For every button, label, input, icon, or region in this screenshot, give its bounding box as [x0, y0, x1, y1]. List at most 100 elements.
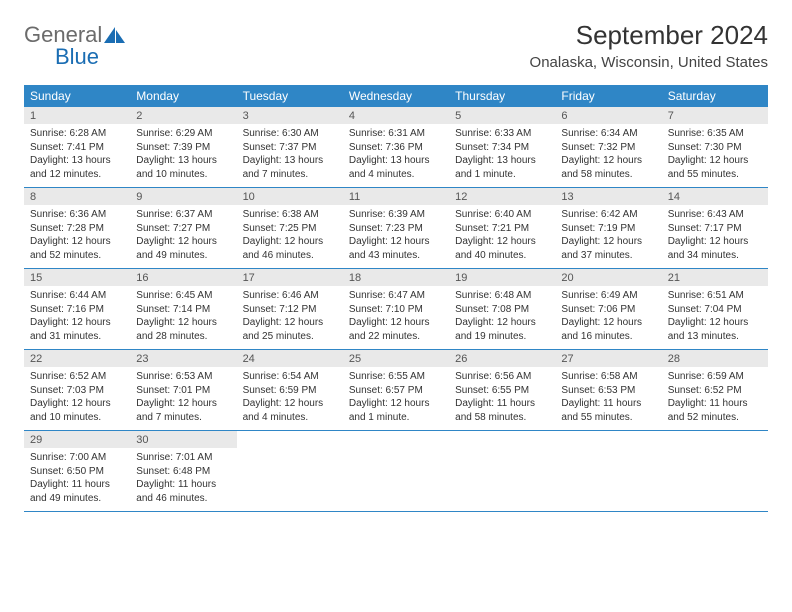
- day-cell: 19Sunrise: 6:48 AMSunset: 7:08 PMDayligh…: [449, 269, 555, 349]
- day-cell: [449, 431, 555, 511]
- day-body: Sunrise: 6:48 AMSunset: 7:08 PMDaylight:…: [449, 286, 555, 349]
- daylight-line2: and 12 minutes.: [30, 168, 124, 182]
- week-row: 29Sunrise: 7:00 AMSunset: 6:50 PMDayligh…: [24, 431, 768, 512]
- day-cell: 17Sunrise: 6:46 AMSunset: 7:12 PMDayligh…: [237, 269, 343, 349]
- sunrise-text: Sunrise: 6:54 AM: [243, 370, 337, 384]
- day-body: Sunrise: 6:56 AMSunset: 6:55 PMDaylight:…: [449, 367, 555, 430]
- day-cell: 24Sunrise: 6:54 AMSunset: 6:59 PMDayligh…: [237, 350, 343, 430]
- daylight-line1: Daylight: 12 hours: [349, 235, 443, 249]
- day-number: 30: [130, 431, 236, 448]
- day-body: Sunrise: 6:42 AMSunset: 7:19 PMDaylight:…: [555, 205, 661, 268]
- daylight-line1: Daylight: 12 hours: [30, 235, 124, 249]
- daylight-line1: Daylight: 12 hours: [668, 154, 762, 168]
- daylight-line1: Daylight: 13 hours: [136, 154, 230, 168]
- day-body: Sunrise: 6:46 AMSunset: 7:12 PMDaylight:…: [237, 286, 343, 349]
- day-number: 7: [662, 107, 768, 124]
- daylight-line1: Daylight: 13 hours: [30, 154, 124, 168]
- sunset-text: Sunset: 7:03 PM: [30, 384, 124, 398]
- daylight-line1: Daylight: 12 hours: [668, 235, 762, 249]
- sunset-text: Sunset: 7:27 PM: [136, 222, 230, 236]
- daylight-line2: and 16 minutes.: [561, 330, 655, 344]
- daylight-line2: and 28 minutes.: [136, 330, 230, 344]
- daylight-line1: Daylight: 13 hours: [455, 154, 549, 168]
- day-number: 5: [449, 107, 555, 124]
- day-body: Sunrise: 6:39 AMSunset: 7:23 PMDaylight:…: [343, 205, 449, 268]
- day-cell: 20Sunrise: 6:49 AMSunset: 7:06 PMDayligh…: [555, 269, 661, 349]
- day-number: 22: [24, 350, 130, 367]
- day-body: Sunrise: 6:49 AMSunset: 7:06 PMDaylight:…: [555, 286, 661, 349]
- dow-wednesday: Wednesday: [343, 85, 449, 107]
- day-cell: 27Sunrise: 6:58 AMSunset: 6:53 PMDayligh…: [555, 350, 661, 430]
- day-number: 23: [130, 350, 236, 367]
- day-cell: 14Sunrise: 6:43 AMSunset: 7:17 PMDayligh…: [662, 188, 768, 268]
- sunset-text: Sunset: 7:06 PM: [561, 303, 655, 317]
- day-body: Sunrise: 6:43 AMSunset: 7:17 PMDaylight:…: [662, 205, 768, 268]
- dow-friday: Friday: [555, 85, 661, 107]
- day-cell: 9Sunrise: 6:37 AMSunset: 7:27 PMDaylight…: [130, 188, 236, 268]
- day-cell: 25Sunrise: 6:55 AMSunset: 6:57 PMDayligh…: [343, 350, 449, 430]
- day-number: 17: [237, 269, 343, 286]
- sunrise-text: Sunrise: 6:29 AM: [136, 127, 230, 141]
- sunset-text: Sunset: 7:14 PM: [136, 303, 230, 317]
- sunrise-text: Sunrise: 6:58 AM: [561, 370, 655, 384]
- daylight-line1: Daylight: 12 hours: [243, 316, 337, 330]
- dow-sunday: Sunday: [24, 85, 130, 107]
- sunset-text: Sunset: 7:41 PM: [30, 141, 124, 155]
- daylight-line2: and 46 minutes.: [243, 249, 337, 263]
- day-cell: 12Sunrise: 6:40 AMSunset: 7:21 PMDayligh…: [449, 188, 555, 268]
- daylight-line1: Daylight: 12 hours: [349, 397, 443, 411]
- day-number: 29: [24, 431, 130, 448]
- sunset-text: Sunset: 6:53 PM: [561, 384, 655, 398]
- daylight-line2: and 37 minutes.: [561, 249, 655, 263]
- day-number: 3: [237, 107, 343, 124]
- sunrise-text: Sunrise: 6:55 AM: [349, 370, 443, 384]
- daylight-line2: and 43 minutes.: [349, 249, 443, 263]
- calendar: Sunday Monday Tuesday Wednesday Thursday…: [24, 85, 768, 512]
- sunrise-text: Sunrise: 6:53 AM: [136, 370, 230, 384]
- day-cell: 1Sunrise: 6:28 AMSunset: 7:41 PMDaylight…: [24, 107, 130, 187]
- day-cell: [555, 431, 661, 511]
- day-cell: 16Sunrise: 6:45 AMSunset: 7:14 PMDayligh…: [130, 269, 236, 349]
- day-number: 18: [343, 269, 449, 286]
- header: General September 2024 Onalaska, Wiscons…: [24, 20, 768, 71]
- dow-tuesday: Tuesday: [237, 85, 343, 107]
- day-body: Sunrise: 6:28 AMSunset: 7:41 PMDaylight:…: [24, 124, 130, 187]
- location: Onalaska, Wisconsin, United States: [530, 54, 768, 71]
- day-cell: [662, 431, 768, 511]
- day-body: Sunrise: 7:01 AMSunset: 6:48 PMDaylight:…: [130, 448, 236, 511]
- day-body: Sunrise: 6:33 AMSunset: 7:34 PMDaylight:…: [449, 124, 555, 187]
- sunrise-text: Sunrise: 6:33 AM: [455, 127, 549, 141]
- day-body: Sunrise: 6:55 AMSunset: 6:57 PMDaylight:…: [343, 367, 449, 430]
- daylight-line1: Daylight: 12 hours: [136, 397, 230, 411]
- daylight-line2: and 58 minutes.: [561, 168, 655, 182]
- daylight-line2: and 25 minutes.: [243, 330, 337, 344]
- sunrise-text: Sunrise: 6:31 AM: [349, 127, 443, 141]
- sunset-text: Sunset: 7:21 PM: [455, 222, 549, 236]
- day-number: 13: [555, 188, 661, 205]
- day-body: Sunrise: 6:35 AMSunset: 7:30 PMDaylight:…: [662, 124, 768, 187]
- day-cell: 15Sunrise: 6:44 AMSunset: 7:16 PMDayligh…: [24, 269, 130, 349]
- daylight-line2: and 31 minutes.: [30, 330, 124, 344]
- sunrise-text: Sunrise: 6:34 AM: [561, 127, 655, 141]
- daylight-line2: and 1 minute.: [349, 411, 443, 425]
- sunrise-text: Sunrise: 6:51 AM: [668, 289, 762, 303]
- sunrise-text: Sunrise: 6:48 AM: [455, 289, 549, 303]
- daylight-line2: and 22 minutes.: [349, 330, 443, 344]
- day-body: [662, 436, 768, 494]
- daylight-line1: Daylight: 12 hours: [30, 316, 124, 330]
- daylight-line1: Daylight: 12 hours: [455, 235, 549, 249]
- sunrise-text: Sunrise: 6:59 AM: [668, 370, 762, 384]
- sunrise-text: Sunrise: 6:52 AM: [30, 370, 124, 384]
- day-cell: 2Sunrise: 6:29 AMSunset: 7:39 PMDaylight…: [130, 107, 236, 187]
- sunrise-text: Sunrise: 6:43 AM: [668, 208, 762, 222]
- day-body: Sunrise: 6:58 AMSunset: 6:53 PMDaylight:…: [555, 367, 661, 430]
- daylight-line1: Daylight: 11 hours: [561, 397, 655, 411]
- dow-row: Sunday Monday Tuesday Wednesday Thursday…: [24, 85, 768, 107]
- sunrise-text: Sunrise: 6:56 AM: [455, 370, 549, 384]
- day-cell: 22Sunrise: 6:52 AMSunset: 7:03 PMDayligh…: [24, 350, 130, 430]
- day-cell: 28Sunrise: 6:59 AMSunset: 6:52 PMDayligh…: [662, 350, 768, 430]
- daylight-line1: Daylight: 11 hours: [668, 397, 762, 411]
- day-number: 4: [343, 107, 449, 124]
- day-number: 15: [24, 269, 130, 286]
- daylight-line2: and 7 minutes.: [136, 411, 230, 425]
